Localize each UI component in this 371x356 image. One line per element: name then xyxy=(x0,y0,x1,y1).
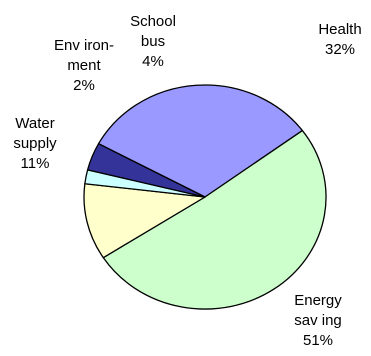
label-water-supply-line-3: 11% xyxy=(20,155,50,172)
label-school-bus-line-3: 4% xyxy=(142,53,164,70)
label-health-line-1: Health xyxy=(318,21,362,38)
label-water-supply: Water supply 11% xyxy=(13,114,56,174)
label-energy-saving: Energy sav ing 51% xyxy=(294,291,342,351)
label-school-bus-line-1: School xyxy=(130,13,176,30)
pie-slice-water-supply xyxy=(83,183,206,259)
pie-slice-energy-saving xyxy=(102,129,327,310)
label-school-bus: School bus 4% xyxy=(130,12,176,72)
pie-slice-school-bus xyxy=(86,143,206,198)
label-school-bus-line-2: bus xyxy=(140,33,166,50)
label-energy-saving-line-1: Energy xyxy=(294,292,342,309)
label-energy-saving-line-3: 51% xyxy=(302,332,334,349)
label-environment-line-3: 2% xyxy=(73,77,95,94)
label-environment-line-2: ment xyxy=(67,57,101,74)
label-environment-line-1: Env iron- xyxy=(53,37,115,54)
label-environment: Env iron- ment 2% xyxy=(54,36,114,96)
label-water-supply-line-2: supply xyxy=(13,135,57,152)
label-health: Health 32% xyxy=(318,20,361,60)
label-energy-saving-line-2: sav ing xyxy=(294,312,342,329)
label-health-line-2: 32% xyxy=(324,41,356,58)
label-water-supply-line-1: Water xyxy=(15,115,55,132)
